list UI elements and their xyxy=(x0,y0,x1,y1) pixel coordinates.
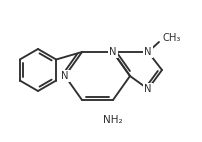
Text: N: N xyxy=(109,47,116,57)
Text: CH₃: CH₃ xyxy=(162,33,180,43)
Text: N: N xyxy=(61,71,68,81)
Text: NH₂: NH₂ xyxy=(103,115,122,125)
Text: N: N xyxy=(144,47,151,57)
Text: N: N xyxy=(144,84,151,94)
